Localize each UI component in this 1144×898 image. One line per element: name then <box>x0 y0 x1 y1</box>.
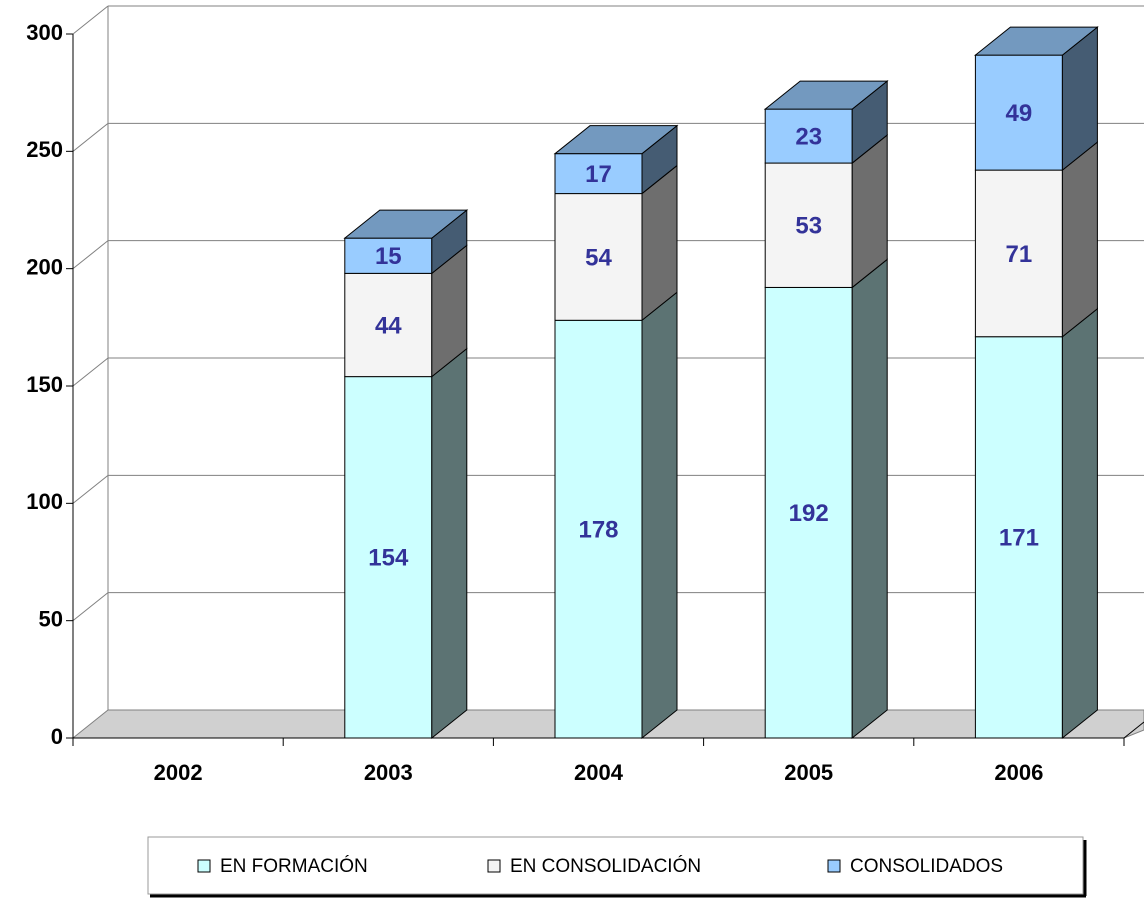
grid-line <box>72 474 109 504</box>
legend-swatch <box>487 859 501 873</box>
legend-label: EN CONSOLIDACIÓN <box>510 855 701 877</box>
bar-segment <box>974 169 1063 338</box>
legend-swatch <box>827 859 841 873</box>
bar-segment <box>554 319 643 739</box>
x-tick-label: 2002 <box>154 760 203 785</box>
legend-box <box>147 836 1084 895</box>
bar-side <box>851 258 888 740</box>
bar-segment <box>764 286 853 739</box>
data-label: 171 <box>999 525 1039 552</box>
data-label: 154 <box>368 545 409 572</box>
x-tick-label: 2006 <box>994 760 1043 785</box>
y-tick-label: 50 <box>39 606 63 631</box>
data-label: 15 <box>375 243 402 270</box>
data-label: 178 <box>578 516 618 543</box>
bar-segment <box>764 162 853 288</box>
bar-segment <box>974 54 1063 171</box>
bar-top <box>553 125 679 155</box>
data-label: 49 <box>1006 100 1033 127</box>
bar-side <box>641 291 678 740</box>
bar-top <box>973 26 1099 56</box>
grid-line <box>72 357 109 387</box>
bar-side <box>431 347 468 740</box>
x-tick-label: 2004 <box>574 760 624 785</box>
bar-segment <box>974 336 1063 739</box>
y-tick-label: 150 <box>26 372 63 397</box>
legend-label: EN FORMACIÓN <box>220 855 368 877</box>
data-label: 44 <box>375 312 402 339</box>
x-tick-label: 2005 <box>784 760 833 785</box>
bar-segment <box>344 272 433 378</box>
data-label: 71 <box>1006 241 1033 268</box>
grid-line <box>72 592 109 622</box>
grid-line <box>72 122 109 152</box>
y-tick-label: 300 <box>26 20 63 45</box>
grid-line <box>72 240 109 270</box>
data-label: 53 <box>795 213 822 240</box>
data-label: 192 <box>789 500 829 527</box>
bar-segment <box>554 193 643 321</box>
data-label: 23 <box>795 123 822 150</box>
bar-top <box>763 80 889 110</box>
x-tick-label: 2003 <box>364 760 413 785</box>
bar-segment <box>344 376 433 739</box>
y-tick-label: 0 <box>51 724 63 749</box>
data-label: 17 <box>585 161 612 188</box>
grid-line <box>72 5 109 35</box>
bar-side <box>1061 307 1098 740</box>
bar-top <box>343 209 469 239</box>
legend-swatch <box>197 859 211 873</box>
bar-side <box>1061 141 1098 338</box>
y-tick-label: 250 <box>26 137 63 162</box>
legend-label: CONSOLIDADOS <box>850 856 1003 877</box>
x-axis-edge <box>1123 721 1144 739</box>
bar-segment <box>764 108 853 164</box>
y-tick-label: 200 <box>26 254 63 279</box>
data-label: 54 <box>585 244 612 271</box>
y-tick-label: 100 <box>26 489 63 514</box>
